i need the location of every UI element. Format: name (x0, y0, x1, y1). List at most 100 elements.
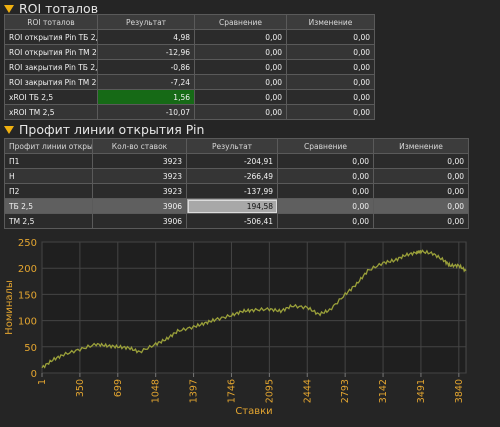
roi-compare-cell: 0,00 (194, 89, 287, 105)
profit-row-name: ТМ 2,5 (4, 213, 93, 229)
profit-column-header[interactable]: Кол-во ставок (92, 138, 187, 154)
profit-column-header[interactable]: Профит линии открытия (4, 138, 93, 154)
roi-row-name: ROI закрытия Pin ТБ 2,5 (4, 59, 98, 75)
roi-compare-cell: 0,00 (194, 44, 287, 60)
profit-compare-cell: 0,00 (277, 213, 374, 229)
y-tick-label: 200 (18, 264, 37, 275)
profit-change-cell: 0,00 (373, 183, 469, 199)
profit-result-cell: -204,91 (186, 153, 278, 169)
roi-change-cell: 0,00 (286, 89, 375, 105)
roi-column-header[interactable]: ROI тоталов (4, 14, 98, 30)
x-tick-label: 1746 (226, 379, 237, 403)
profit-row-name: П1 (4, 153, 93, 169)
profit-row[interactable]: ТМ 2,5 3906 -506,41 0,00 0,00 (4, 213, 469, 229)
roi-compare-cell: 0,00 (194, 104, 287, 120)
roi-change-cell: 0,00 (286, 74, 375, 90)
profit-column-header[interactable]: Изменение (373, 138, 469, 154)
profit-result-cell: -266,49 (186, 168, 278, 184)
profit-change-cell: 0,00 (373, 198, 469, 214)
roi-row[interactable]: xROI ТМ 2,5 -10,07 0,00 0,00 (4, 104, 375, 120)
roi-compare-cell: 0,00 (194, 74, 287, 90)
series-line (41, 249, 467, 369)
roi-row[interactable]: ROI открытия Pin ТМ 2,5 -12,96 0,00 0,00 (4, 44, 375, 60)
profit-count-cell: 3923 (92, 183, 187, 199)
profit-count-cell: 3906 (92, 198, 187, 214)
roi-row[interactable]: ROI закрытия Pin ТБ 2,5 -0,86 0,00 0,00 (4, 59, 375, 75)
profit-count-cell: 3923 (92, 153, 187, 169)
x-tick-label: 3840 (454, 379, 465, 403)
roi-result-cell: -7,24 (97, 74, 195, 90)
profit-section-title-text: Профит линии открытия Pin (19, 122, 205, 137)
profit-section-title[interactable]: Профит линии открытия Pin (4, 122, 204, 137)
roi-row[interactable]: ROI закрытия Pin ТМ 2,5 -7,24 0,00 0,00 (4, 74, 375, 90)
y-tick-label: 0 (31, 369, 37, 380)
profit-count-cell: 3906 (92, 213, 187, 229)
x-tick-label: 3142 (378, 379, 389, 403)
roi-result-cell: 4,98 (97, 29, 195, 45)
profit-compare-cell: 0,00 (277, 153, 374, 169)
profit-change-cell: 0,00 (373, 153, 469, 169)
profit-change-cell: 0,00 (373, 213, 469, 229)
y-tick-label: 50 (24, 343, 37, 354)
roi-column-header[interactable]: Сравнение (194, 14, 287, 30)
profit-result-cell: -137,99 (186, 183, 278, 199)
profit-row-name: Н (4, 168, 93, 184)
roi-change-cell: 0,00 (286, 104, 375, 120)
x-tick-label: 1048 (151, 379, 162, 403)
x-tick-label: 2444 (302, 379, 313, 403)
profit-compare-cell: 0,00 (277, 168, 374, 184)
profit-row-name: ТБ 2,5 (4, 198, 93, 214)
roi-compare-cell: 0,00 (194, 59, 287, 75)
profit-change-cell: 0,00 (373, 168, 469, 184)
roi-change-cell: 0,00 (286, 44, 375, 60)
collapse-triangle-icon[interactable] (4, 125, 14, 134)
x-tick-label: 699 (113, 379, 124, 397)
profit-row-name: П2 (4, 183, 93, 199)
roi-row-name: ROI открытия Pin ТМ 2,5 (4, 44, 98, 60)
roi-section-title-text: ROI тоталов (19, 1, 99, 16)
roi-column-header[interactable]: Изменение (286, 14, 375, 30)
profit-result-cell: 194,58 (186, 198, 278, 214)
y-tick-label: 100 (18, 317, 37, 328)
profit-table: Профит линии открытияКол-во ставокРезуль… (4, 138, 469, 229)
roi-row-name: ROI открытия Pin ТБ 2,5 (4, 29, 98, 45)
roi-result-cell: 1,56 (97, 89, 195, 105)
roi-row[interactable]: xROI ТБ 2,5 1,56 0,00 0,00 (4, 89, 375, 105)
profit-compare-cell: 0,00 (277, 183, 374, 199)
roi-change-cell: 0,00 (286, 59, 375, 75)
bets-chart: 0 50 100 150 200 250 1 350 699 1048 1397 1746 2095 24… (4, 238, 467, 417)
roi-compare-cell: 0,00 (194, 29, 287, 45)
roi-change-cell: 0,00 (286, 29, 375, 45)
roi-section-title[interactable]: ROI тоталов (4, 1, 98, 16)
profit-count-cell: 3923 (92, 168, 187, 184)
profit-row[interactable]: П2 3923 -137,99 0,00 0,00 (4, 183, 469, 199)
plot-area (41, 241, 467, 374)
x-tick-label: 350 (75, 379, 86, 397)
collapse-triangle-icon[interactable] (4, 4, 14, 13)
y-tick-label: 250 (18, 238, 37, 249)
profit-column-header[interactable]: Результат (186, 138, 278, 154)
roi-row-name: xROI ТБ 2,5 (4, 89, 98, 105)
x-tick-label: 2095 (264, 379, 275, 403)
roi-row-name: xROI ТМ 2,5 (4, 104, 98, 120)
roi-result-cell: -10,07 (97, 104, 195, 120)
roi-result-cell: -12,96 (97, 44, 195, 60)
x-tick-label: 3491 (416, 379, 427, 403)
roi-result-cell: -0,86 (97, 59, 195, 75)
profit-row[interactable]: ТБ 2,5 3906 194,58 0,00 0,00 (4, 198, 469, 214)
profit-compare-cell: 0,00 (277, 198, 374, 214)
roi-table: ROI тоталов Результат Сравнение Изменение R… (4, 14, 375, 120)
roi-column-header[interactable]: Результат (97, 14, 195, 30)
y-axis-label: Номиналы (4, 280, 15, 335)
profit-row[interactable]: П1 3923 -204,91 0,00 0,00 (4, 153, 469, 169)
x-tick-label: 1 (37, 379, 48, 385)
profit-column-header[interactable]: Сравнение (277, 138, 374, 154)
profit-result-cell: -506,41 (186, 213, 278, 229)
x-axis-label: Ставки (235, 406, 272, 417)
profit-row[interactable]: Н 3923 -266,49 0,00 0,00 (4, 168, 469, 184)
y-tick-label: 150 (18, 290, 37, 301)
x-tick-label: 2793 (340, 379, 351, 403)
x-tick-label: 1397 (189, 379, 200, 403)
roi-row-name: ROI закрытия Pin ТМ 2,5 (4, 74, 98, 90)
roi-row[interactable]: ROI открытия Pin ТБ 2,5 4,98 0,00 0,00 (4, 29, 375, 45)
